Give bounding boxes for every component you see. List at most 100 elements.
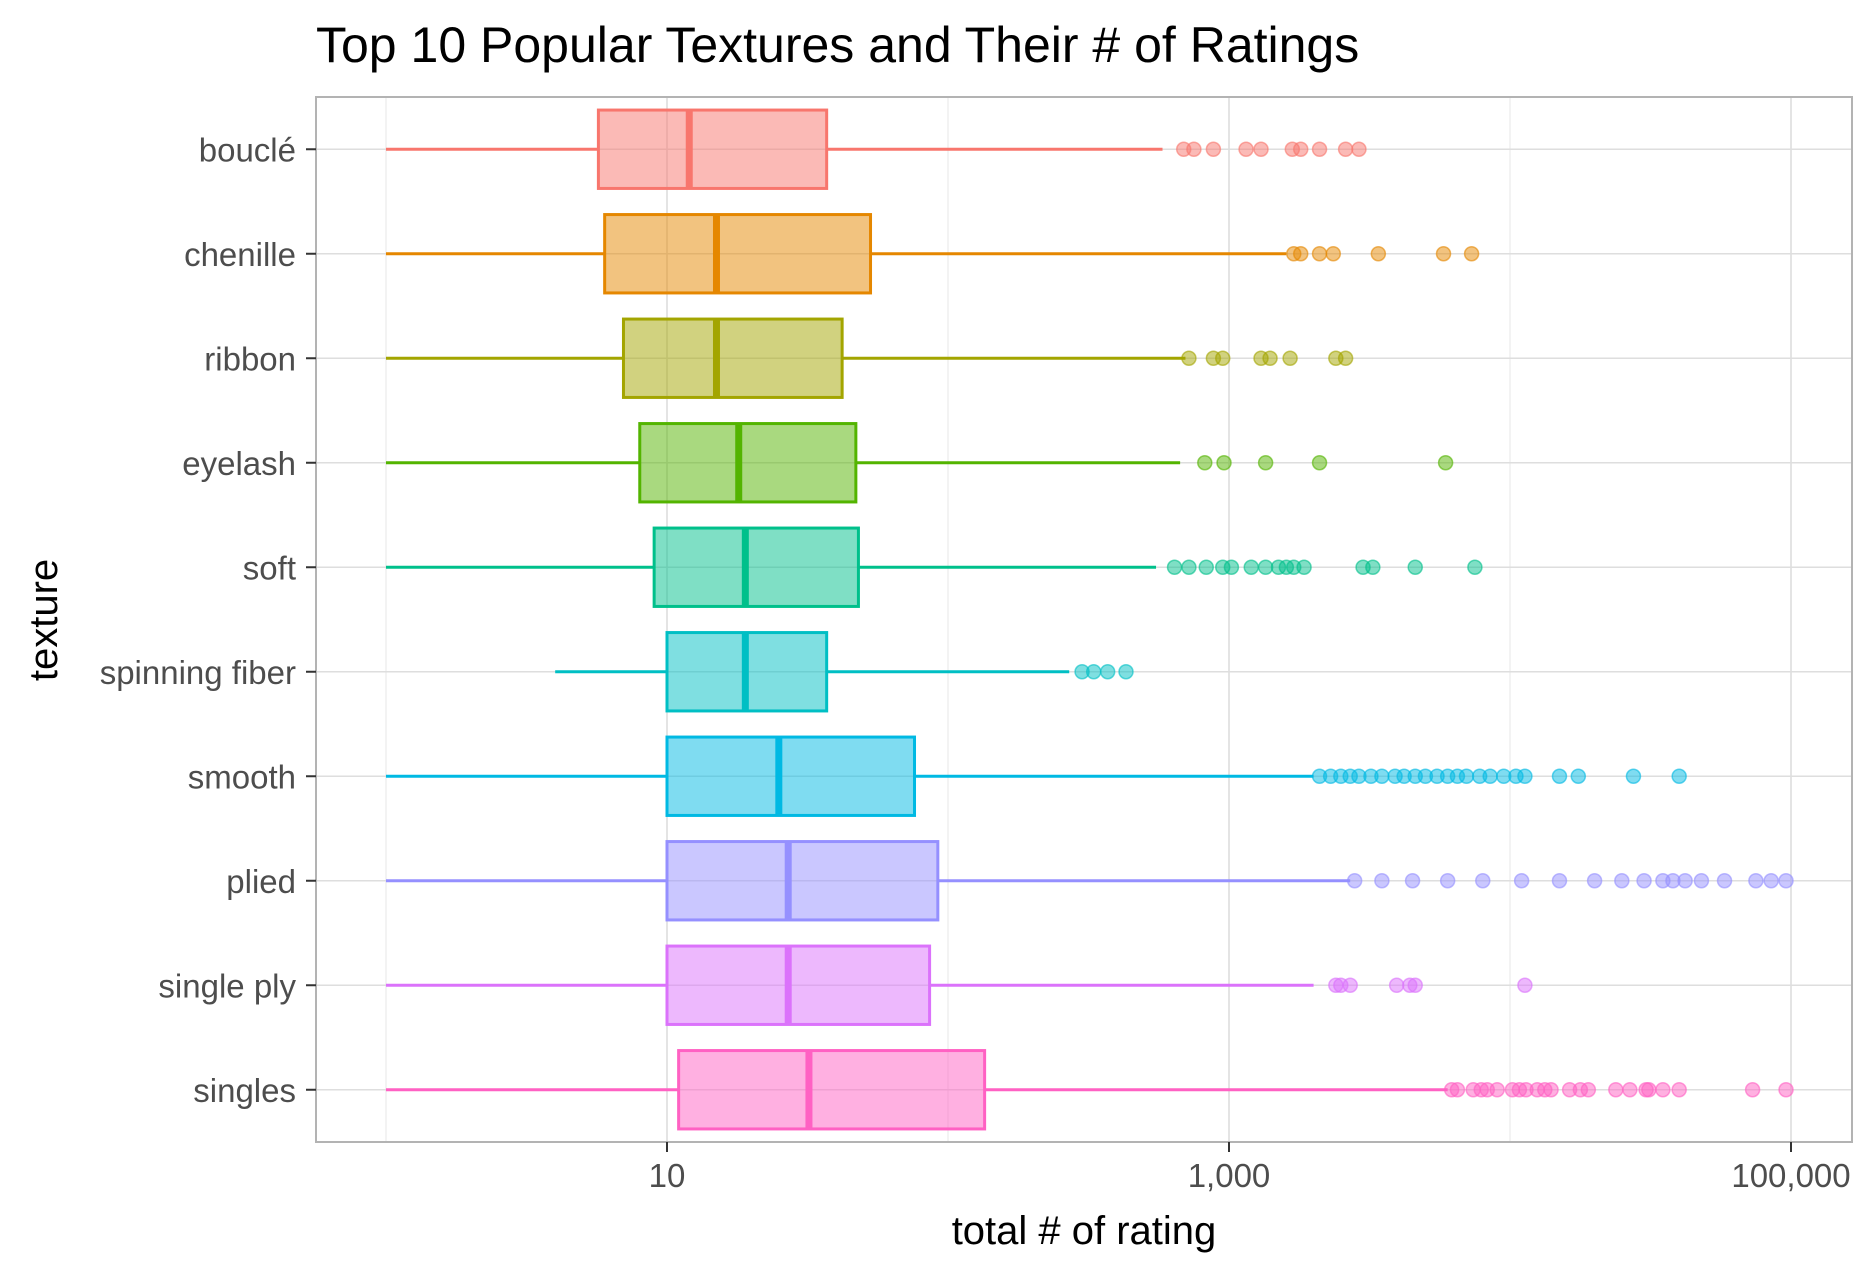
outlier-point <box>1543 1082 1559 1098</box>
outlier-point <box>1671 1082 1687 1098</box>
outlier-point <box>1370 246 1387 262</box>
box-iqr <box>665 840 940 922</box>
outlier-point <box>1641 1082 1657 1098</box>
outlier-point <box>1744 1082 1761 1098</box>
y-tick-label: single ply <box>158 967 296 1004</box>
box-ribbon <box>386 317 1354 399</box>
y-tick-label: spinning fiber <box>100 654 296 691</box>
outlier-point <box>1655 1082 1671 1098</box>
outlier-point <box>1282 350 1298 366</box>
outlier-point <box>1482 768 1498 784</box>
outlier-point <box>1325 246 1342 262</box>
box-soft <box>386 526 1483 608</box>
outlier-point <box>1214 350 1231 366</box>
box-singles <box>386 1049 1794 1131</box>
outlier-point <box>1205 141 1222 157</box>
outlier-point <box>1716 873 1733 889</box>
outlier-point <box>1551 873 1568 889</box>
outlier-point <box>1570 768 1587 784</box>
outlier-point <box>1238 141 1254 157</box>
outlier-point <box>1223 559 1240 575</box>
outlier-point <box>1186 141 1202 157</box>
outlier-point <box>1763 873 1779 889</box>
outlier-point <box>1513 873 1530 889</box>
box-iqr <box>603 213 873 295</box>
outlier-point <box>1292 141 1309 157</box>
y-axis-label: texture <box>22 559 66 681</box>
outlier-point <box>1489 1082 1505 1098</box>
box-iqr <box>665 944 932 1026</box>
outlier-point <box>1622 1082 1638 1098</box>
outlier-point <box>1296 559 1312 575</box>
outlier-point <box>1342 977 1358 993</box>
outlier-point <box>1614 873 1630 889</box>
box-iqr <box>621 317 844 399</box>
y-tick-label: smooth <box>188 758 296 795</box>
box-eyelash <box>386 422 1454 504</box>
outlier-point <box>1608 1082 1624 1098</box>
outlier-point <box>1636 873 1652 889</box>
outlier-point <box>1216 455 1232 471</box>
y-tick-label: chenille <box>184 236 296 273</box>
outlier-point <box>1197 455 1213 471</box>
outlier-point <box>1551 768 1568 784</box>
outlier-point <box>1693 873 1710 889</box>
outlier-point <box>1243 559 1259 575</box>
outlier-point <box>1181 559 1197 575</box>
x-tick-label: 10 <box>649 1157 686 1194</box>
box-spinning-fiber <box>555 631 1134 713</box>
outlier-point <box>1085 664 1102 680</box>
outlier-point <box>1346 873 1363 889</box>
outlier-point <box>1778 873 1794 889</box>
outlier-point <box>1099 664 1116 680</box>
outlier-point <box>1311 246 1328 262</box>
x-tick-labels: 10 1,000 100,000 <box>649 1142 1851 1194</box>
box-iqr <box>677 1049 987 1131</box>
outlier-point <box>1517 977 1533 993</box>
outlier-point <box>1748 873 1764 889</box>
box-single-ply <box>386 944 1533 1026</box>
outlier-point <box>1257 559 1274 575</box>
outlier-point <box>1435 246 1452 262</box>
outlier-point <box>1311 141 1328 157</box>
y-tick-label: bouclé <box>199 131 296 168</box>
y-tick-label: singles <box>193 1072 296 1109</box>
box-bouclé <box>386 108 1367 190</box>
outlier-point <box>1262 350 1278 366</box>
chart-title: Top 10 Popular Textures and Their # of R… <box>316 17 1359 73</box>
outlier-point <box>1517 768 1533 784</box>
box-plied <box>386 840 1794 922</box>
y-tick-label: soft <box>243 549 296 586</box>
x-axis-label: total # of rating <box>952 1209 1217 1253</box>
outlier-point <box>1580 1082 1597 1098</box>
outlier-point <box>1439 873 1456 889</box>
outlier-point <box>1253 141 1269 157</box>
outlier-point <box>1467 559 1483 575</box>
y-tick-labels: singles single ply plied smooth spinning fib… <box>100 131 316 1109</box>
outlier-point <box>1458 768 1475 784</box>
outlier-point <box>1671 768 1687 784</box>
x-tick-label: 1,000 <box>1188 1157 1271 1194</box>
outlier-point <box>1118 664 1134 680</box>
x-tick-label: 100,000 <box>1731 1157 1850 1194</box>
box-smooth <box>386 735 1687 817</box>
plot-panel-border <box>315 96 1853 1143</box>
outlier-point <box>1388 977 1405 993</box>
outlier-point <box>1337 350 1354 366</box>
outlier-point <box>1677 873 1693 889</box>
outlier-point <box>1404 873 1421 889</box>
outlier-point <box>1586 873 1603 889</box>
outlier-point <box>1365 559 1381 575</box>
outlier-point <box>1292 246 1309 262</box>
box-chenille <box>386 213 1480 295</box>
outlier-point <box>1463 246 1480 262</box>
boxes <box>386 108 1794 1131</box>
outlier-point <box>1374 768 1390 784</box>
outlier-point <box>1437 455 1454 471</box>
outlier-point <box>1351 141 1367 157</box>
outlier-point <box>1337 141 1354 157</box>
outlier-point <box>1198 559 1215 575</box>
box-iqr <box>638 422 858 504</box>
box-iqr <box>665 735 917 817</box>
